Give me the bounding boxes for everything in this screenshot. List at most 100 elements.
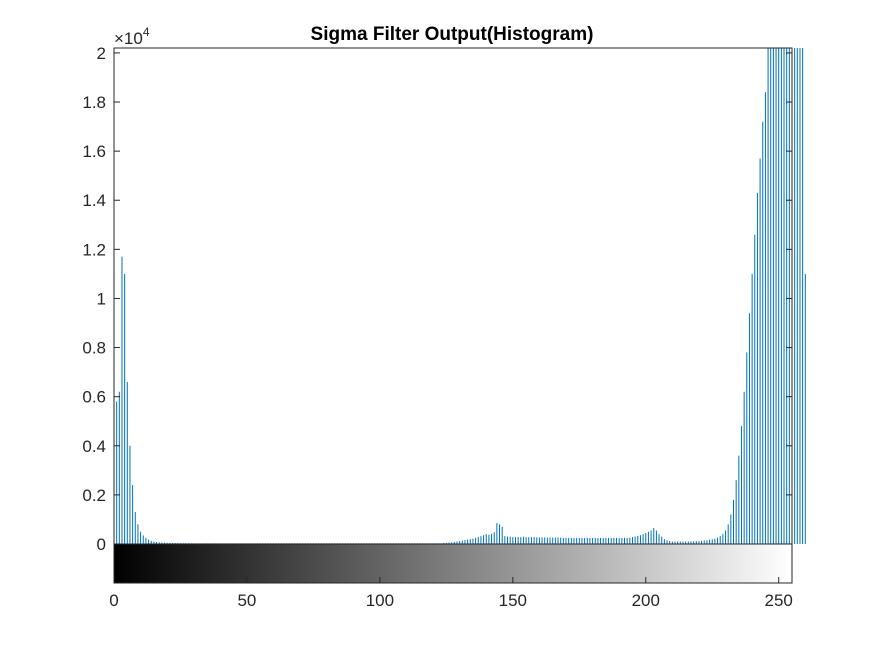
histogram-bar: [584, 537, 586, 544]
histogram-bar: [554, 537, 556, 544]
histogram-bar: [592, 537, 594, 544]
histogram-bar: [445, 542, 447, 544]
histogram-bar: [772, 48, 774, 544]
y-axis-exponent-power: 4: [143, 25, 150, 39]
histogram-bar: [573, 537, 575, 544]
histogram-bar: [520, 537, 522, 544]
histogram-bar: [740, 426, 742, 544]
y-tick-label: 0: [97, 535, 106, 554]
histogram-bar: [623, 537, 625, 544]
histogram-bar: [642, 534, 644, 544]
histogram-bar: [148, 539, 150, 544]
histogram-bars: [113, 48, 806, 545]
histogram-bar: [116, 401, 118, 544]
y-tick-label: 2: [97, 44, 106, 63]
histogram-bar: [767, 48, 769, 544]
x-tick-label: 150: [499, 591, 527, 610]
histogram-bar: [467, 539, 469, 544]
histogram-bar: [711, 539, 713, 544]
histogram-bar: [717, 537, 719, 544]
histogram-bar: [483, 535, 485, 544]
histogram-bar: [153, 541, 155, 544]
histogram-bar: [448, 542, 450, 544]
histogram-bar: [536, 537, 538, 544]
histogram-bar: [565, 537, 567, 544]
histogram-bar: [453, 541, 455, 544]
histogram-bar: [677, 541, 679, 544]
histogram-bar: [589, 537, 591, 544]
histogram-bar: [570, 537, 572, 544]
histogram-bar: [576, 537, 578, 544]
histogram-bar: [132, 485, 134, 544]
histogram-bar: [472, 538, 474, 544]
x-tick-label: 0: [109, 591, 118, 610]
histogram-bar: [530, 537, 532, 544]
histogram-bar: [158, 542, 160, 544]
histogram-bar: [639, 535, 641, 544]
histogram-bar: [666, 540, 668, 544]
histogram-bar: [802, 48, 804, 544]
chart-title: Sigma Filter Output(Histogram): [311, 24, 594, 45]
histogram-bar: [549, 537, 551, 544]
histogram-bar: [528, 537, 530, 544]
x-tick-label: 100: [366, 591, 394, 610]
histogram-bar: [501, 526, 503, 544]
histogram-bar: [171, 542, 173, 544]
histogram-bar: [156, 542, 158, 544]
histogram-bar: [602, 537, 604, 544]
histogram-bar: [650, 530, 652, 544]
x-axis-ticks: 0 50 100 150 200 250: [109, 577, 793, 610]
histogram-bar: [142, 535, 144, 544]
histogram-bar: [618, 537, 620, 544]
histogram-bar: [756, 192, 758, 544]
histogram-bar: [762, 121, 764, 544]
histogram-bar: [669, 541, 671, 544]
histogram-bar: [485, 534, 487, 544]
histogram-bar: [725, 530, 727, 544]
y-tick-label: 1.6: [82, 142, 106, 161]
histogram-bar: [461, 540, 463, 544]
histogram-bar: [126, 381, 128, 544]
histogram-bar: [690, 541, 692, 544]
y-tick-label: 0.8: [82, 339, 106, 358]
grayscale-colorbar: [113, 543, 793, 584]
y-tick-label: 1.2: [82, 240, 106, 259]
histogram-bar: [504, 536, 506, 544]
histogram-bar: [150, 540, 152, 544]
histogram-bar: [137, 524, 139, 544]
histogram-bar: [124, 273, 126, 544]
histogram-bar: [786, 48, 788, 544]
histogram-bar: [645, 532, 647, 544]
histogram-bar: [722, 534, 724, 544]
histogram-bar: [738, 455, 740, 544]
histogram-bar: [578, 537, 580, 544]
histogram-bar: [701, 540, 703, 544]
histogram-bar: [507, 536, 509, 544]
histogram-bar: [166, 542, 168, 544]
histogram-bar: [653, 528, 655, 544]
histogram-bar: [804, 273, 806, 544]
histogram-bar: [770, 48, 772, 544]
histogram-bar: [613, 537, 615, 544]
histogram-bar: [693, 541, 695, 544]
colorbar-gradient: [113, 543, 793, 584]
histogram-bar: [778, 48, 780, 544]
histogram-bar: [661, 536, 663, 544]
x-tick-label: 50: [237, 591, 256, 610]
histogram-bar: [533, 537, 535, 544]
histogram-bar: [647, 531, 649, 544]
histogram-bar: [522, 536, 524, 544]
histogram-bar: [637, 535, 639, 544]
histogram-bar: [477, 537, 479, 544]
x-tick-label: 250: [765, 591, 793, 610]
histogram-bar: [169, 542, 171, 544]
histogram-bar: [780, 48, 782, 544]
histogram-bar: [616, 537, 618, 544]
histogram-bar: [525, 537, 527, 544]
histogram-bar: [581, 537, 583, 544]
histogram-bar: [499, 524, 501, 544]
histogram-bar: [541, 537, 543, 544]
histogram-bar: [568, 537, 570, 544]
histogram-bar: [512, 537, 514, 544]
